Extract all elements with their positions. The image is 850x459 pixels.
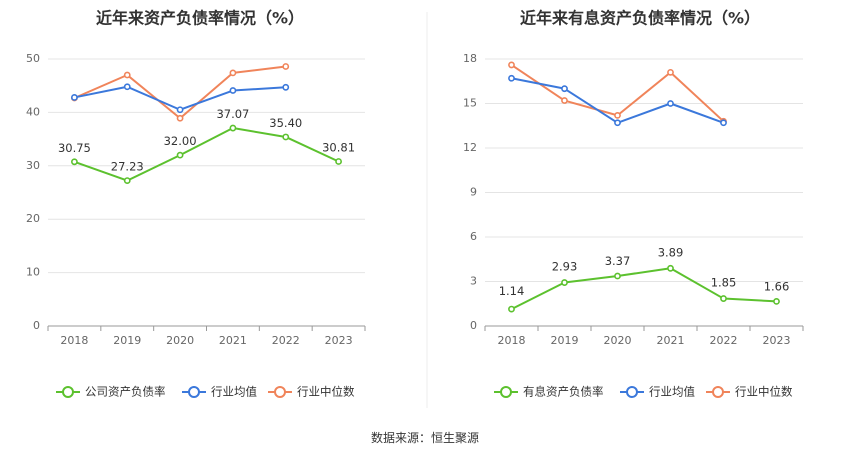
data-point-average[interactable] xyxy=(614,119,621,127)
data-label: 30.75 xyxy=(58,141,91,155)
y-tick-label: 6 xyxy=(470,230,477,243)
data-point-average[interactable] xyxy=(176,106,184,114)
data-point-average[interactable] xyxy=(71,94,78,101)
chart-panel-1: 近年来资产负债率情况（%） 0 10 20 30 40 50 2018 2019 2020 2021… xyxy=(26,9,366,399)
legend-item-company[interactable]: 有息资产负债率 xyxy=(494,385,604,399)
data-point-median[interactable] xyxy=(176,114,184,122)
data-label: 1.14 xyxy=(499,284,525,298)
data-point-median[interactable] xyxy=(508,61,515,69)
legend-label: 公司资产负债率 xyxy=(85,385,166,399)
data-point-average[interactable] xyxy=(720,119,727,127)
data-label: 37.07 xyxy=(216,107,249,121)
data-point-company[interactable] xyxy=(667,264,674,272)
data-label: 1.85 xyxy=(711,276,737,290)
chart-title: 近年来有息资产负债率情况（%） xyxy=(520,9,760,28)
data-point-median[interactable] xyxy=(123,71,131,79)
data-label: 3.37 xyxy=(605,254,631,268)
legend-label: 行业中位数 xyxy=(297,385,355,399)
x-tick-label: 2022 xyxy=(272,334,300,347)
x-tick-label: 2021 xyxy=(657,334,685,347)
data-point-average[interactable] xyxy=(123,83,131,91)
legend-marker xyxy=(188,386,200,398)
x-tick-label: 2018 xyxy=(60,334,88,347)
y-tick-label: 20 xyxy=(26,212,40,225)
y-tick-label: 0 xyxy=(470,319,477,332)
data-label: 27.23 xyxy=(111,160,144,174)
y-tick-label: 15 xyxy=(463,97,477,110)
data-label: 35.40 xyxy=(269,116,302,130)
chart-panel-2: 近年来有息资产负债率情况（%） 0 3 6 9 12 15 18 2018 2019 2020 202… xyxy=(463,9,804,399)
source-text: 数据来源：恒生聚源 xyxy=(371,430,479,445)
legend-item-average[interactable]: 行业均值 xyxy=(620,385,695,399)
data-point-median[interactable] xyxy=(667,68,674,76)
series-line-average xyxy=(74,85,286,111)
y-tick-label: 3 xyxy=(470,275,477,288)
data-point-company[interactable] xyxy=(720,295,727,302)
x-tick-label: 2019 xyxy=(113,334,141,347)
y-tick-label: 12 xyxy=(463,141,477,154)
data-label: 1.66 xyxy=(764,279,790,293)
data-point-company[interactable] xyxy=(229,124,237,132)
y-tick-label: 50 xyxy=(26,52,40,65)
data-point-company[interactable] xyxy=(71,158,78,166)
series-line-company xyxy=(74,127,340,182)
legend-marker xyxy=(500,386,512,398)
y-tick-label: 9 xyxy=(470,186,477,199)
x-tick-label: 2020 xyxy=(166,334,194,347)
legend-label: 行业中位数 xyxy=(735,385,793,399)
data-point-average[interactable] xyxy=(282,83,290,91)
data-point-average[interactable] xyxy=(229,87,237,94)
series-line-company xyxy=(511,267,777,310)
data-point-company[interactable] xyxy=(773,297,780,305)
legend-marker xyxy=(62,386,74,398)
data-label: 32.00 xyxy=(164,134,197,148)
legend-marker xyxy=(626,386,638,398)
data-point-median[interactable] xyxy=(614,111,621,119)
data-point-company[interactable] xyxy=(561,279,568,286)
data-label: 3.89 xyxy=(658,245,684,259)
x-tick-label: 2022 xyxy=(710,334,738,347)
data-point-average[interactable] xyxy=(561,85,568,93)
data-point-average[interactable] xyxy=(667,100,674,107)
legend-label: 有息资产负债率 xyxy=(523,385,604,399)
data-point-company[interactable] xyxy=(508,305,515,313)
data-point-median[interactable] xyxy=(282,63,290,70)
data-point-company[interactable] xyxy=(176,151,184,159)
y-tick-label: 40 xyxy=(26,105,40,118)
data-point-company[interactable] xyxy=(282,133,290,141)
legend-marker xyxy=(274,386,286,398)
legend-item-median[interactable]: 行业中位数 xyxy=(706,385,793,399)
data-point-average[interactable] xyxy=(508,74,515,82)
x-tick-label: 2023 xyxy=(325,334,353,347)
data-point-company[interactable] xyxy=(123,177,131,184)
data-point-company[interactable] xyxy=(335,158,342,165)
legend-item-company[interactable]: 公司资产负债率 xyxy=(56,385,166,399)
legend-label: 行业均值 xyxy=(211,385,257,399)
data-point-median[interactable] xyxy=(229,69,237,77)
data-label: 2.93 xyxy=(552,260,578,274)
data-point-median[interactable] xyxy=(561,97,568,104)
chart-title: 近年来资产负债率情况（%） xyxy=(96,9,304,28)
x-tick-label: 2018 xyxy=(498,334,526,347)
legend-label: 行业均值 xyxy=(649,385,695,399)
data-label: 30.81 xyxy=(322,140,355,154)
legend-item-median[interactable]: 行业中位数 xyxy=(268,385,355,399)
y-tick-label: 10 xyxy=(26,266,40,279)
legend-item-average[interactable]: 行业均值 xyxy=(182,385,257,399)
legend-marker xyxy=(712,386,724,398)
x-tick-label: 2019 xyxy=(551,334,579,347)
y-tick-label: 30 xyxy=(26,159,40,172)
data-point-company[interactable] xyxy=(614,272,621,280)
x-tick-label: 2023 xyxy=(763,334,791,347)
x-tick-label: 2020 xyxy=(604,334,632,347)
y-tick-label: 18 xyxy=(463,52,477,65)
x-tick-label: 2021 xyxy=(219,334,247,347)
y-tick-label: 0 xyxy=(33,319,40,332)
